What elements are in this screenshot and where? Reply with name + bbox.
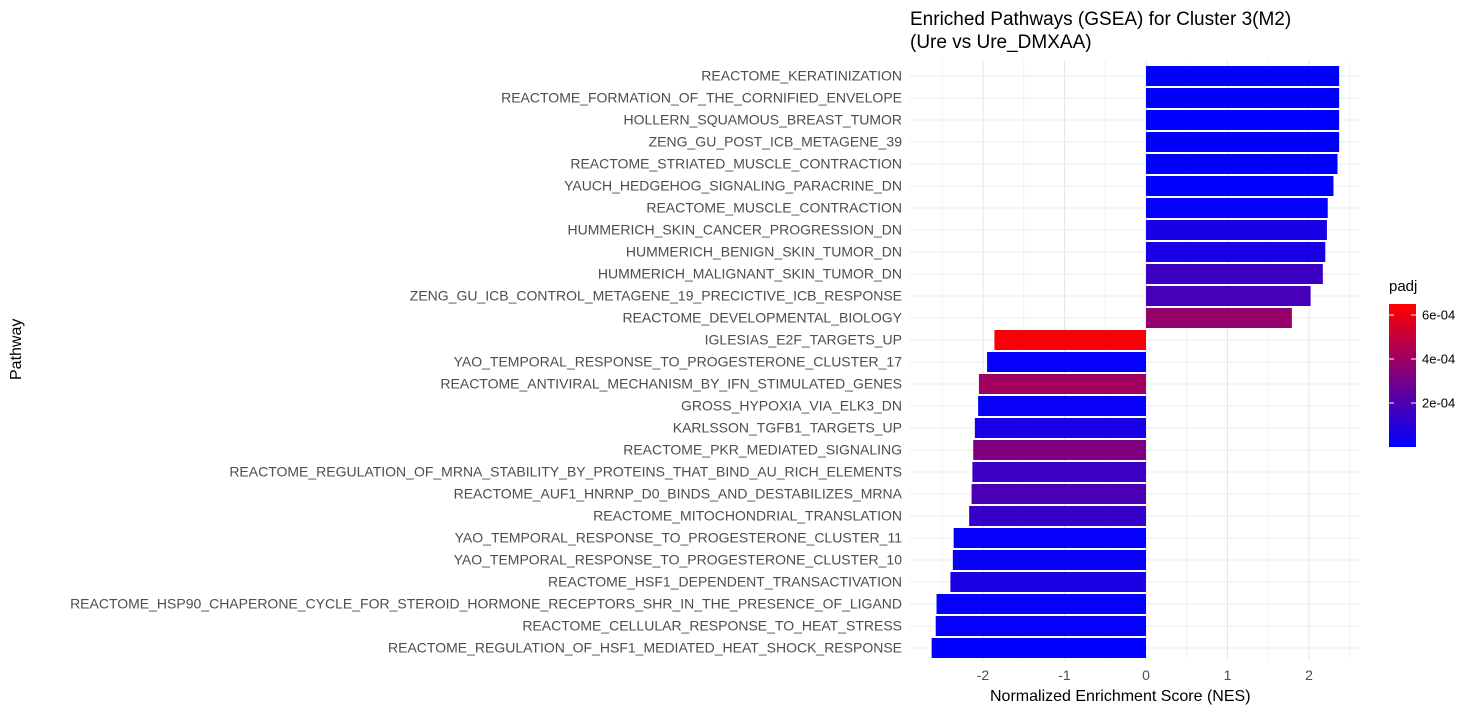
legend-colorbar — [1389, 304, 1416, 447]
chart-title: Enriched Pathways (GSEA) for Cluster 3(M… — [910, 9, 1292, 30]
legend-break-label: 6e-04 — [1422, 308, 1455, 323]
y-tick-label: YAO_TEMPORAL_RESPONSE_TO_PROGESTERONE_CL… — [455, 530, 903, 546]
y-tick-label: YAUCH_HEDGEHOG_SIGNALING_PARACRINE_DN — [564, 178, 902, 194]
y-tick-label: HUMMERICH_BENIGN_SKIN_TUMOR_DN — [626, 244, 902, 260]
bar — [972, 462, 1146, 482]
bar — [1146, 88, 1340, 108]
y-tick-label: REACTOME_DEVELOPMENTAL_BIOLOGY — [622, 310, 902, 326]
bar — [1146, 154, 1338, 174]
legend-title: padj — [1389, 278, 1418, 295]
x-tick-label: -1 — [1058, 667, 1071, 683]
x-tick-label: -2 — [977, 667, 990, 683]
x-tick-label: 1 — [1224, 667, 1232, 683]
bar — [952, 550, 1146, 570]
bar — [1146, 220, 1327, 240]
bar — [1146, 308, 1292, 328]
y-tick-label: REACTOME_ANTIVIRAL_MECHANISM_BY_IFN_STIM… — [440, 376, 902, 392]
bar — [936, 594, 1146, 614]
bar — [987, 352, 1146, 372]
y-tick-label: REACTOME_HSF1_DEPENDENT_TRANSACTIVATION — [548, 574, 902, 590]
bar — [1146, 132, 1340, 152]
bar — [978, 374, 1146, 394]
bar — [971, 484, 1146, 504]
y-tick-label: REACTOME_REGULATION_OF_HSF1_MEDIATED_HEA… — [388, 640, 902, 656]
bar — [1146, 242, 1326, 262]
y-tick-label: HUMMERICH_SKIN_CANCER_PROGRESSION_DN — [567, 222, 902, 238]
bar — [978, 396, 1146, 416]
bar — [1146, 264, 1323, 284]
y-tick-label: HUMMERICH_MALIGNANT_SKIN_TUMOR_DN — [598, 266, 902, 282]
y-tick-label: REACTOME_CELLULAR_RESPONSE_TO_HEAT_STRES… — [522, 618, 902, 634]
bar — [1146, 66, 1340, 86]
bar — [931, 638, 1146, 658]
y-tick-label: REACTOME_PKR_MEDIATED_SIGNALING — [623, 442, 902, 458]
bar — [969, 506, 1146, 526]
y-tick-label: REACTOME_AUF1_HNRNP_D0_BINDS_AND_DESTABI… — [454, 486, 903, 502]
legend-break-label: 2e-04 — [1422, 396, 1455, 411]
y-tick-label: REACTOME_MUSCLE_CONTRACTION — [646, 200, 902, 216]
y-tick-label: REACTOME_KERATINIZATION — [701, 68, 902, 84]
bar — [1146, 286, 1311, 306]
bar — [994, 330, 1146, 350]
bar — [974, 418, 1146, 438]
y-tick-label: IGLESIAS_E2F_TARGETS_UP — [705, 332, 902, 348]
y-tick-label: KARLSSON_TGFB1_TARGETS_UP — [673, 420, 902, 436]
y-tick-label: ZENG_GU_POST_ICB_METAGENE_39 — [649, 134, 903, 150]
bar — [935, 616, 1146, 636]
y-tick-label: REACTOME_STRIATED_MUSCLE_CONTRACTION — [570, 156, 902, 172]
y-tick-label: REACTOME_REGULATION_OF_MRNA_STABILITY_BY… — [229, 464, 902, 480]
y-tick-label: REACTOME_HSP90_CHAPERONE_CYCLE_FOR_STERO… — [70, 596, 902, 612]
bar — [973, 440, 1146, 460]
x-tick-label: 2 — [1305, 667, 1313, 683]
bar — [1146, 198, 1328, 218]
chart-subtitle: (Ure vs Ure_DMXAA) — [910, 32, 1092, 53]
y-tick-label: HOLLERN_SQUAMOUS_BREAST_TUMOR — [623, 112, 902, 128]
legend-break-label: 4e-04 — [1422, 352, 1455, 367]
x-axis-title: Normalized Enrichment Score (NES) — [990, 688, 1251, 705]
y-tick-label: REACTOME_MITOCHONDRIAL_TRANSLATION — [593, 508, 902, 524]
y-tick-label: YAO_TEMPORAL_RESPONSE_TO_PROGESTERONE_CL… — [454, 354, 903, 370]
y-tick-label: REACTOME_FORMATION_OF_THE_CORNIFIED_ENVE… — [501, 90, 902, 106]
bar — [1146, 176, 1334, 196]
bar — [953, 528, 1146, 548]
bar — [950, 572, 1146, 592]
y-tick-label: ZENG_GU_ICB_CONTROL_METAGENE_19_PRECICTI… — [410, 288, 902, 304]
y-tick-label: YAO_TEMPORAL_RESPONSE_TO_PROGESTERONE_CL… — [454, 552, 903, 568]
y-tick-label: GROSS_HYPOXIA_VIA_ELK3_DN — [681, 398, 902, 414]
bar — [1146, 110, 1340, 130]
x-tick-label: 0 — [1142, 667, 1150, 683]
